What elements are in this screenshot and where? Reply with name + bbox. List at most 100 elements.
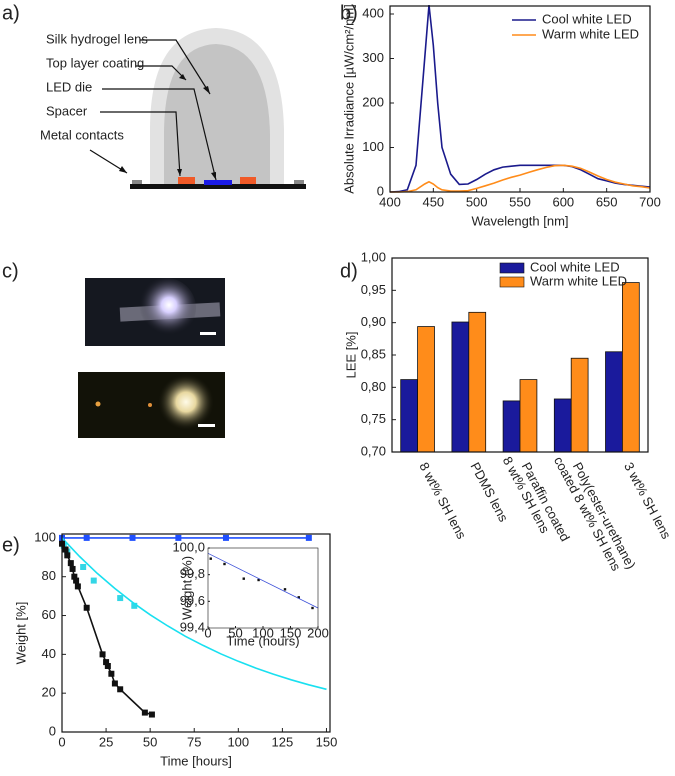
x-axis-label: Time [hours] bbox=[160, 753, 232, 768]
fit-line bbox=[61, 537, 327, 691]
panel-label: a) bbox=[2, 2, 20, 24]
x-tick-label: 50 bbox=[228, 625, 242, 640]
panel-label: b) bbox=[340, 2, 358, 24]
bar bbox=[417, 326, 435, 453]
series-line bbox=[390, 164, 651, 193]
bar bbox=[400, 379, 419, 453]
x-axis-label: Time (hours) bbox=[226, 633, 299, 648]
marker bbox=[117, 595, 124, 602]
marker bbox=[83, 604, 90, 611]
marker bbox=[71, 573, 78, 580]
marker bbox=[117, 686, 124, 693]
x-tick-label: 200 bbox=[307, 625, 329, 640]
marker bbox=[222, 534, 229, 541]
panel-label: c) bbox=[2, 260, 19, 282]
y-axis-label: LEE [%] bbox=[343, 332, 358, 379]
bar bbox=[451, 321, 470, 453]
y-tick-label: 99,6 bbox=[180, 593, 205, 608]
x-tick-label: 700 bbox=[639, 194, 661, 209]
x-tick-label: 150 bbox=[316, 734, 338, 749]
y-tick-label: 20 bbox=[42, 685, 56, 700]
y-tick-label: 80 bbox=[42, 568, 56, 583]
plot-frame bbox=[389, 5, 651, 193]
y-tick-label: 0 bbox=[49, 723, 56, 738]
x-tick-label: 150 bbox=[280, 625, 302, 640]
y-tick-label: 200 bbox=[362, 94, 384, 109]
marker bbox=[108, 670, 115, 677]
y-tick-label: 0,70 bbox=[361, 443, 386, 458]
fit-line bbox=[207, 552, 319, 609]
y-tick-label: 1,00 bbox=[361, 249, 386, 264]
diagram-label: LED die bbox=[46, 79, 92, 94]
marker bbox=[104, 663, 111, 669]
bar bbox=[468, 311, 487, 453]
marker bbox=[175, 534, 182, 541]
bar bbox=[553, 398, 572, 453]
y-axis-label: Absolute Irradiance [µW/cm²/nm] bbox=[341, 4, 356, 194]
y-tick-label: 300 bbox=[362, 50, 384, 65]
y-tick-label: 400 bbox=[362, 5, 384, 20]
x-tick-label: 100 bbox=[252, 625, 274, 640]
x-tick-label: 50 bbox=[143, 734, 157, 749]
marker bbox=[83, 534, 90, 541]
y-tick-label: 99,4 bbox=[180, 619, 205, 634]
y-tick-label: 60 bbox=[42, 607, 56, 622]
marker bbox=[297, 596, 300, 599]
diagram-label: Metal contacts bbox=[40, 127, 124, 142]
bar bbox=[519, 379, 538, 453]
x-tick-label: 0 bbox=[58, 734, 65, 749]
legend-swatch bbox=[499, 262, 525, 274]
x-tick-label: 3 wt% SH lens bbox=[621, 460, 674, 542]
x-tick-label-line: 3 wt% SH lens bbox=[621, 460, 674, 542]
legend-swatch bbox=[499, 276, 525, 288]
marker bbox=[257, 578, 260, 582]
y-tick-label: 0,90 bbox=[361, 314, 386, 329]
marker bbox=[141, 709, 148, 716]
x-tick-label: 400 bbox=[379, 194, 401, 209]
marker bbox=[67, 560, 74, 567]
x-tick-label: 500 bbox=[466, 194, 488, 209]
x-tick-label: 0 bbox=[204, 625, 211, 640]
legend-label: Cool white LED bbox=[530, 259, 620, 274]
marker bbox=[131, 602, 138, 609]
marker bbox=[90, 577, 97, 584]
bar bbox=[622, 282, 640, 453]
x-tick-label: 25 bbox=[99, 734, 113, 749]
y-tick-label: 0,95 bbox=[361, 282, 386, 297]
x-tick-label: 75 bbox=[187, 734, 201, 749]
marker bbox=[64, 552, 71, 559]
y-tick-label: 99,8 bbox=[180, 566, 205, 581]
inset-background bbox=[208, 548, 318, 628]
marker bbox=[99, 651, 106, 658]
bar bbox=[570, 357, 589, 453]
led-diagram: Silk hydrogel lens Top layer coating LED… bbox=[40, 28, 306, 189]
x-tick-label: 8 wt% SH lens bbox=[416, 460, 469, 542]
plot-frame bbox=[391, 257, 649, 453]
y-tick-label: 100 bbox=[34, 529, 56, 544]
x-tick-label: 650 bbox=[596, 194, 618, 209]
y-axis-label: Weight [%] bbox=[13, 602, 28, 665]
marker bbox=[283, 588, 287, 591]
y-tick-label: 0 bbox=[377, 183, 384, 198]
plot-frame bbox=[207, 547, 319, 629]
plot-frame bbox=[61, 533, 331, 733]
bar bbox=[605, 351, 623, 453]
x-tick-label: 550 bbox=[509, 194, 531, 209]
marker bbox=[80, 564, 87, 570]
marker bbox=[242, 577, 245, 580]
x-tick-label: 100 bbox=[227, 734, 249, 749]
legend-label: Warm white LED bbox=[542, 26, 639, 41]
panel-label: e) bbox=[2, 534, 20, 556]
series-line bbox=[389, 5, 651, 193]
marker bbox=[223, 562, 226, 566]
marker bbox=[148, 711, 155, 718]
y-tick-label: 0,75 bbox=[361, 411, 386, 426]
x-axis-label: Wavelength [nm] bbox=[471, 213, 568, 228]
x-tick-label: 450 bbox=[422, 194, 444, 209]
y-axis-label: Weight (%) bbox=[179, 556, 194, 620]
legend-label: Cool white LED bbox=[542, 11, 632, 26]
marker bbox=[305, 534, 312, 541]
y-tick-label: 100 bbox=[362, 139, 384, 154]
y-tick-label: 100,0 bbox=[172, 539, 205, 554]
